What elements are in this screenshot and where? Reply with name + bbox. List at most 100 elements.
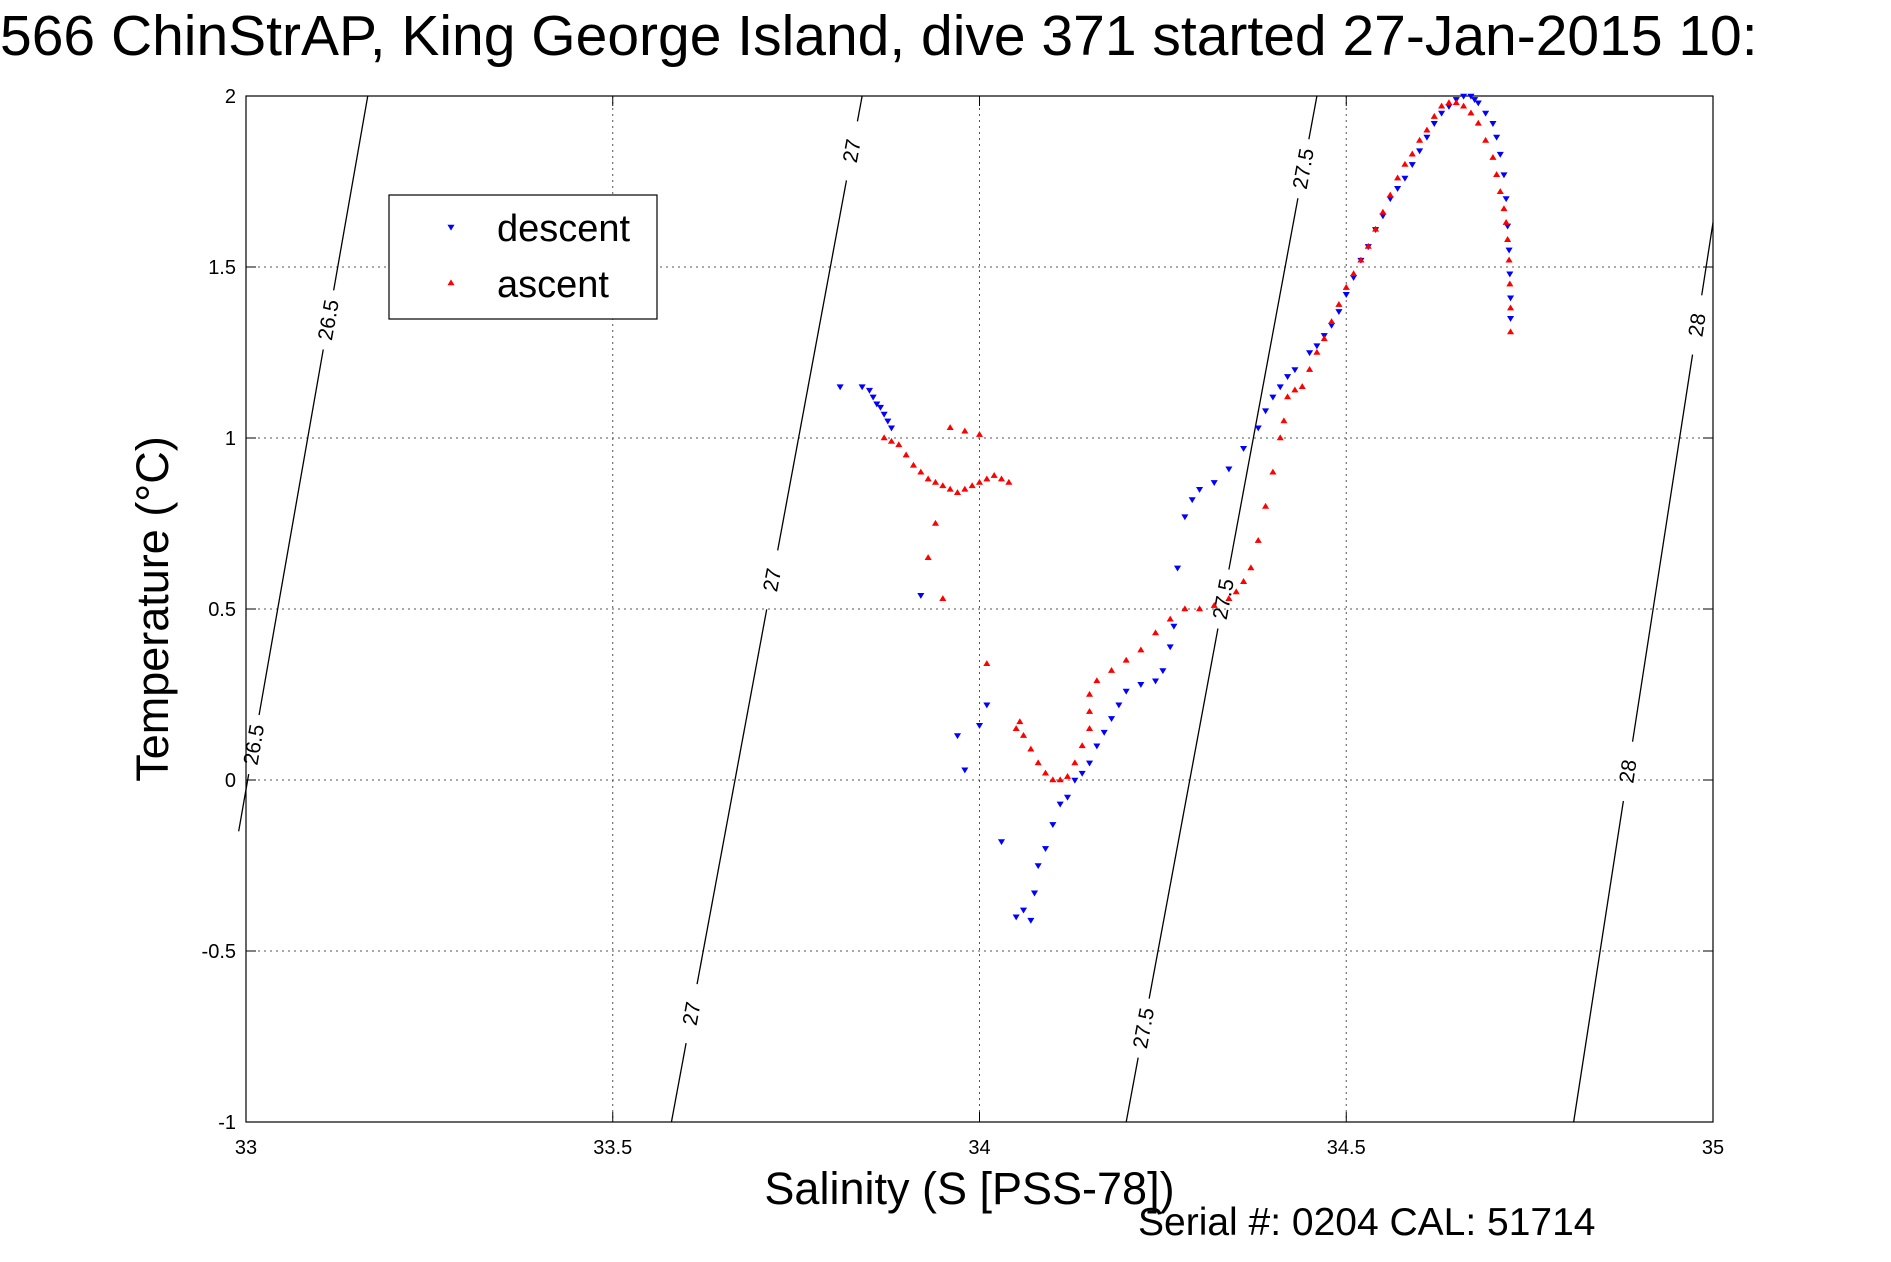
data-point-ascent xyxy=(1372,225,1380,232)
data-point-ascent xyxy=(1019,731,1028,738)
data-point-ascent xyxy=(1056,776,1064,783)
data-point-ascent xyxy=(1504,236,1512,242)
data-point-ascent xyxy=(1280,417,1288,424)
data-point-descent xyxy=(1137,681,1145,688)
data-point-descent xyxy=(1085,760,1094,767)
data-point-descent xyxy=(1502,196,1510,203)
data-point-ascent xyxy=(909,461,918,468)
data-point-descent xyxy=(1438,110,1446,117)
isopycnal-line-segment xyxy=(1631,354,1694,742)
data-point-descent xyxy=(1034,863,1042,870)
data-point-descent xyxy=(1049,822,1057,829)
data-point-descent xyxy=(1306,350,1314,357)
data-point-ascent xyxy=(1452,99,1460,106)
data-point-descent xyxy=(858,384,866,391)
data-point-ascent xyxy=(1269,468,1277,475)
data-point-ascent xyxy=(1500,205,1508,212)
data-point-ascent xyxy=(1489,153,1497,160)
data-point-descent xyxy=(1471,97,1479,104)
data-point-descent xyxy=(1506,271,1514,278)
data-point-ascent xyxy=(1137,646,1145,653)
data-point-ascent xyxy=(1474,119,1482,126)
x-tick-label: 34.5 xyxy=(1327,1137,1366,1159)
isopycnal-label: 27 xyxy=(839,137,866,164)
data-point-descent xyxy=(1394,186,1402,192)
data-point-descent xyxy=(1152,678,1160,685)
data-point-ascent xyxy=(1254,537,1262,543)
data-point-ascent xyxy=(946,485,954,492)
data-point-ascent xyxy=(1394,174,1402,181)
x-tick-label: 34 xyxy=(968,1137,990,1159)
data-point-ascent xyxy=(1460,102,1468,109)
data-point-ascent xyxy=(1401,160,1409,167)
data-point-ascent xyxy=(968,482,976,489)
isopycnal-label: 27 xyxy=(759,566,786,593)
y-tick-label: -1 xyxy=(218,1112,236,1134)
y-tick-label: 1 xyxy=(225,428,236,450)
isopycnal-label: 27.5 xyxy=(1129,1006,1159,1050)
data-point-descent xyxy=(1335,309,1343,316)
data-point-ascent xyxy=(1276,434,1284,441)
data-point-descent xyxy=(975,722,984,729)
data-point-ascent xyxy=(975,478,984,485)
data-point-ascent xyxy=(1071,759,1079,766)
data-point-ascent xyxy=(1291,386,1299,393)
axis-ticks: 33 33.5 34 34.5 35 -1 -0.5 0 0.5 1 1.5 2 xyxy=(202,86,1725,1159)
isopycnal-line-segment xyxy=(1308,95,1318,140)
legend-marker-descent xyxy=(447,224,455,231)
data-point-ascent xyxy=(931,478,940,485)
data-point-descent xyxy=(1108,716,1116,723)
x-tick-label: 33.5 xyxy=(593,1137,632,1159)
data-point-ascent xyxy=(1166,615,1174,622)
data-point-descent xyxy=(1170,623,1178,630)
data-point-descent xyxy=(1474,100,1482,107)
data-point-ascent xyxy=(924,554,932,561)
data-point-ascent xyxy=(939,482,947,489)
data-series xyxy=(836,93,1515,924)
data-point-descent xyxy=(1210,480,1218,487)
data-point-descent xyxy=(1019,907,1028,914)
data-point-descent xyxy=(1012,914,1020,921)
data-point-ascent xyxy=(1335,301,1343,307)
data-point-descent xyxy=(1313,343,1321,350)
data-point-descent xyxy=(1115,702,1123,709)
data-point-ascent xyxy=(1386,191,1394,198)
data-point-descent xyxy=(953,733,962,740)
data-point-ascent xyxy=(1298,383,1306,390)
data-point-descent xyxy=(1093,743,1101,750)
isopycnal-line-segment xyxy=(1228,198,1299,570)
y-tick-label: 2 xyxy=(225,86,236,108)
data-point-ascent xyxy=(1438,102,1446,109)
data-point-ascent xyxy=(1350,270,1358,277)
data-point-descent xyxy=(865,387,874,394)
data-point-descent xyxy=(1078,770,1086,777)
data-point-ascent xyxy=(1506,280,1514,287)
data-point-descent xyxy=(1460,93,1468,100)
data-point-ascent xyxy=(1041,769,1050,776)
data-point-ascent xyxy=(1152,629,1160,636)
data-point-ascent xyxy=(1085,690,1094,697)
y-tick-label: -0.5 xyxy=(202,941,236,963)
data-point-ascent xyxy=(1306,366,1314,372)
data-point-descent xyxy=(1423,134,1431,141)
data-point-ascent xyxy=(1063,772,1072,779)
isopycnal-line-segment xyxy=(696,609,768,985)
data-point-descent xyxy=(1030,890,1039,897)
data-point-ascent xyxy=(1005,478,1013,485)
data-point-descent xyxy=(1408,162,1416,168)
data-point-descent xyxy=(1041,846,1050,852)
data-point-ascent xyxy=(931,519,940,526)
data-point-descent xyxy=(1505,247,1513,254)
isopycnal-line-segment xyxy=(1125,1057,1139,1123)
data-point-descent xyxy=(1122,688,1130,695)
data-point-ascent xyxy=(939,595,947,602)
data-point-ascent xyxy=(946,424,954,431)
data-point-ascent xyxy=(983,475,991,482)
data-point-descent xyxy=(869,394,877,401)
data-point-ascent xyxy=(1049,776,1057,783)
x-tick-label: 33 xyxy=(235,1137,257,1159)
data-point-ascent xyxy=(1320,335,1328,342)
data-point-ascent xyxy=(1482,136,1490,143)
data-point-descent xyxy=(1063,794,1072,801)
data-point-descent xyxy=(1225,466,1233,473)
